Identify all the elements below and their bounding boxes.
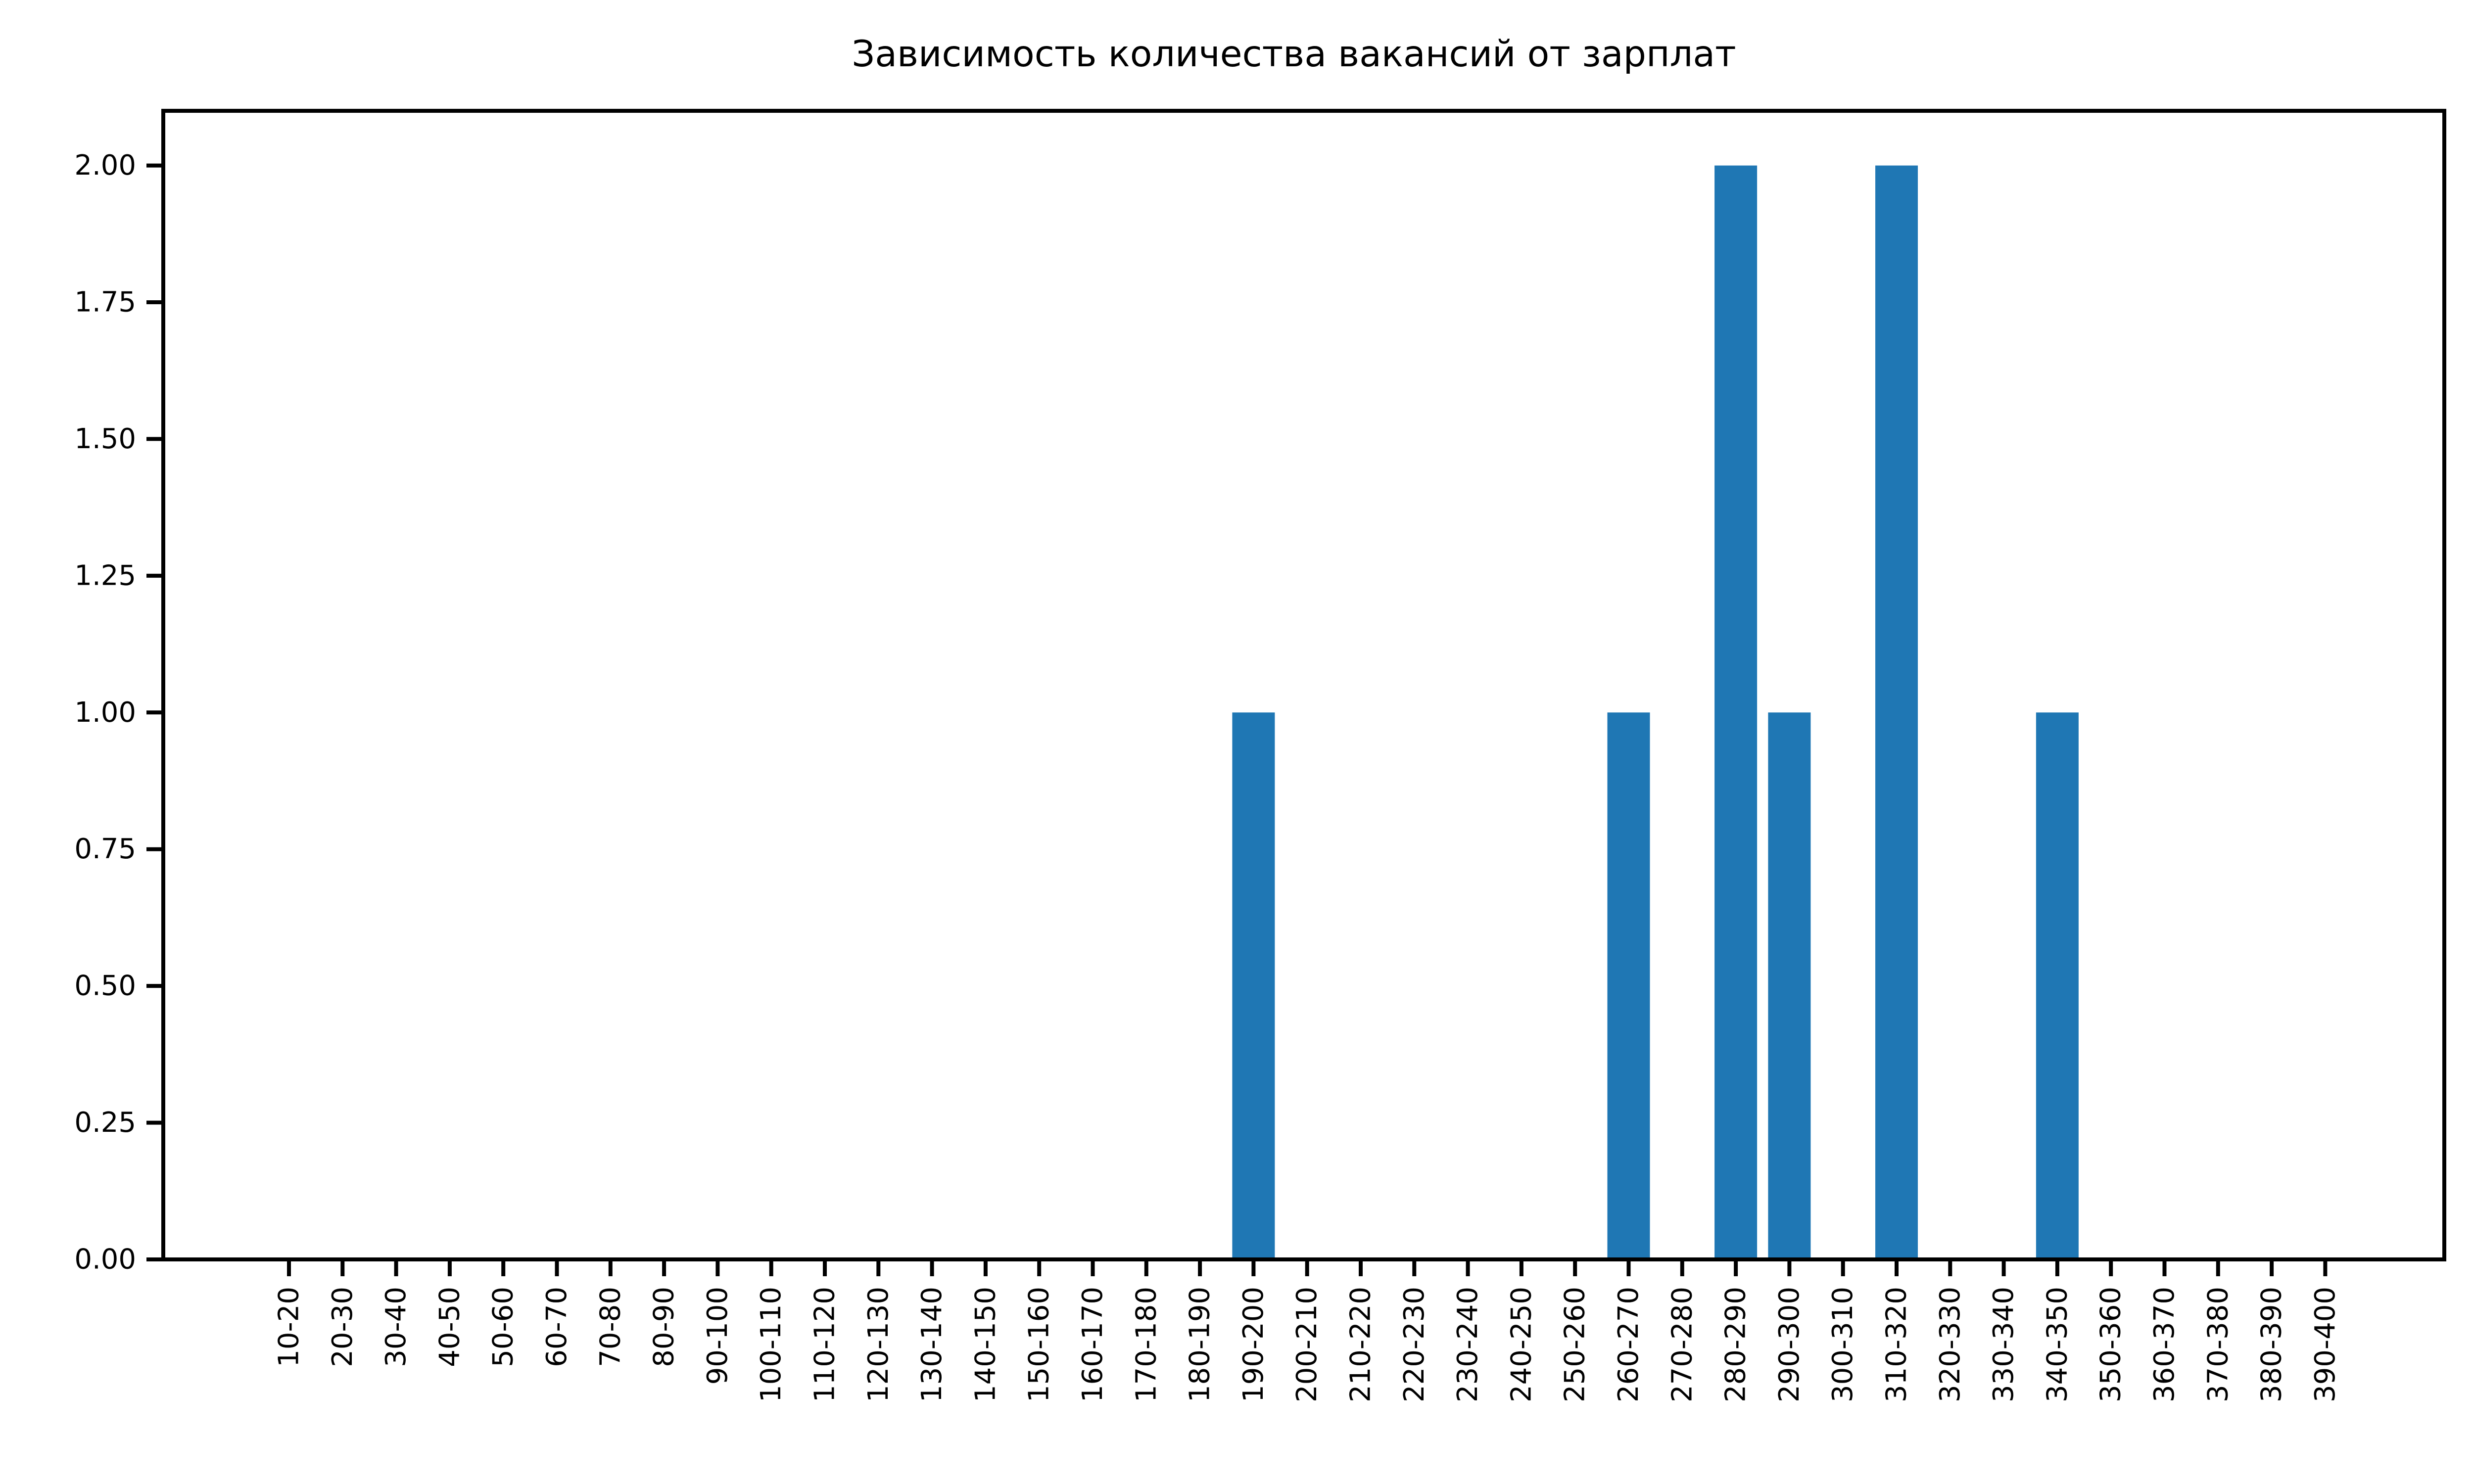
bar-310-320 xyxy=(1875,165,1918,1259)
x-tick-label: 110-120 xyxy=(809,1287,841,1402)
y-tick-label: 1.25 xyxy=(74,559,136,592)
y-tick-label: 1.50 xyxy=(74,423,136,455)
x-tick-label: 100-110 xyxy=(755,1287,787,1402)
x-tick-label: 160-170 xyxy=(1077,1287,1109,1402)
bar-280-290 xyxy=(1714,165,1758,1259)
y-tick-label: 0.75 xyxy=(74,833,136,865)
x-tick-label: 280-290 xyxy=(1720,1287,1752,1402)
x-tick-label: 180-190 xyxy=(1184,1287,1216,1402)
x-tick-label: 310-320 xyxy=(1881,1287,1913,1402)
y-tick-label: 0.25 xyxy=(74,1107,136,1139)
x-tick-label: 130-140 xyxy=(916,1287,948,1402)
bar-340-350 xyxy=(2036,712,2079,1259)
x-tick-label: 370-380 xyxy=(2202,1287,2234,1402)
chart-title: Зависимость количества вакансий от зарпл… xyxy=(852,33,1736,75)
x-tick-label: 90-100 xyxy=(702,1287,734,1385)
y-tick-label: 0.00 xyxy=(74,1244,136,1276)
x-tick-label: 20-30 xyxy=(327,1287,359,1367)
x-tick-label: 230-240 xyxy=(1452,1287,1484,1402)
bars-layer xyxy=(1232,165,2079,1259)
bar-190-200 xyxy=(1232,712,1275,1259)
x-tick-label: 390-400 xyxy=(2309,1287,2341,1402)
x-tick-label: 320-330 xyxy=(1934,1287,1966,1402)
x-tick-label: 330-340 xyxy=(1988,1287,2020,1402)
y-tick-label: 0.50 xyxy=(74,970,136,1002)
x-tick-label: 50-60 xyxy=(487,1287,520,1367)
x-tick-label: 140-150 xyxy=(969,1287,1001,1402)
y-tick-label: 1.75 xyxy=(74,286,136,319)
x-tick-label: 10-20 xyxy=(273,1287,305,1367)
x-tick-label: 240-250 xyxy=(1505,1287,1537,1402)
x-tick-label: 250-260 xyxy=(1559,1287,1591,1402)
x-tick-label: 170-180 xyxy=(1130,1287,1162,1402)
x-tick-label: 360-370 xyxy=(2148,1287,2181,1402)
x-tick-label: 190-200 xyxy=(1237,1287,1270,1402)
y-axis: 0.00 0.25 0.50 0.75 1.00 1.25 1.50 1.75 2.00 xyxy=(74,149,163,1276)
y-tick-label: 1.00 xyxy=(74,696,136,729)
x-tick-label: 340-350 xyxy=(2041,1287,2073,1402)
x-tick-label: 380-390 xyxy=(2256,1287,2288,1402)
x-tick-label: 120-130 xyxy=(862,1287,895,1402)
x-tick-label: 150-160 xyxy=(1023,1287,1055,1402)
x-axis: 10-20 20-30 30-40 40-50 50-60 60-70 70-80 80-90… xyxy=(273,1259,2341,1402)
x-tick-label: 300-310 xyxy=(1827,1287,1859,1402)
x-tick-label: 70-80 xyxy=(594,1287,626,1367)
x-tick-label: 60-70 xyxy=(541,1287,573,1367)
x-tick-label: 220-230 xyxy=(1398,1287,1430,1402)
x-tick-label: 200-210 xyxy=(1291,1287,1323,1402)
plot-frame xyxy=(161,109,2446,1261)
x-tick-label: 350-360 xyxy=(2095,1287,2127,1402)
x-tick-label: 80-90 xyxy=(648,1287,680,1367)
bar-260-270 xyxy=(1607,712,1650,1259)
x-tick-label: 210-220 xyxy=(1345,1287,1377,1402)
bar-290-300 xyxy=(1768,712,1811,1259)
y-tick-label: 2.00 xyxy=(74,149,136,182)
x-tick-label: 40-50 xyxy=(433,1287,466,1367)
x-tick-label: 270-280 xyxy=(1666,1287,1698,1402)
x-tick-label: 260-270 xyxy=(1613,1287,1645,1402)
x-tick-label: 290-300 xyxy=(1773,1287,1806,1402)
x-tick-label: 30-40 xyxy=(380,1287,412,1367)
